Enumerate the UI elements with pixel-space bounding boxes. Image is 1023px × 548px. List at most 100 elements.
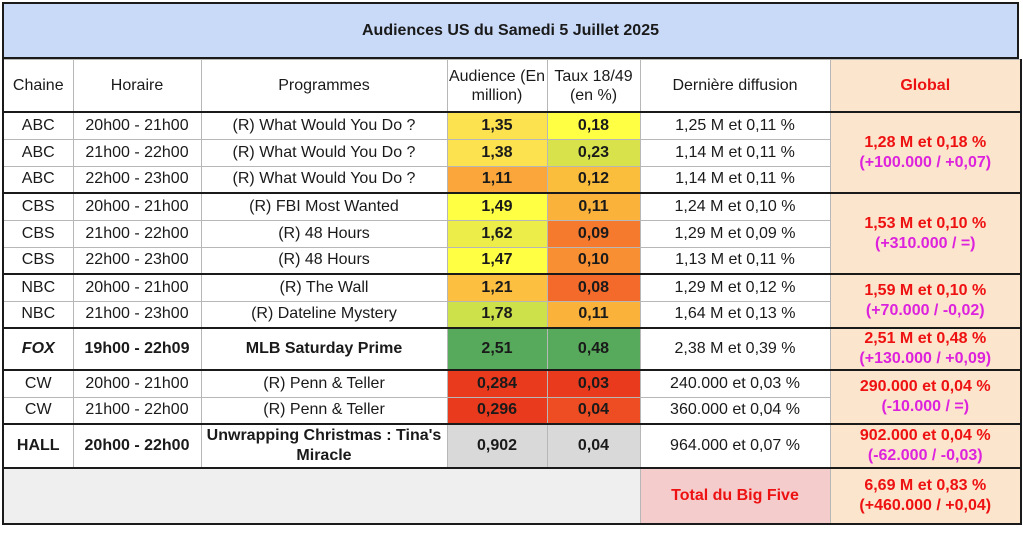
program-cell: Unwrapping Christmas : Tina's Miracle — [200, 423, 448, 469]
col-header-audience: Audience (En million) — [446, 59, 548, 113]
timeslot-cell: 21h00 - 22h00 — [72, 396, 202, 425]
timeslot-cell: 20h00 - 21h00 — [72, 273, 202, 302]
ratings-table: Chaine Horaire Programmes Audience (En m… — [2, 59, 1022, 525]
global-main: 290.000 et 0,04 % — [859, 378, 991, 395]
timeslot-cell: 21h00 - 22h00 — [72, 219, 202, 248]
audience-cell: 1,21 — [446, 273, 548, 302]
table-row: ABC 20h00 - 21h00 (R) What Would You Do ? 1… — [2, 111, 1022, 194]
last-airing-cell: 1,29 M et 0,12 % — [639, 273, 831, 302]
audience-cell: 1,38 — [446, 138, 548, 167]
global-cell: 902.000 et 0,04 % (-62.000 / -0,03) — [829, 423, 1022, 469]
last-airing-cell: 240.000 et 0,03 % — [639, 369, 831, 398]
table-row: CBS 21h00 - 22h00 (R) 48 Hours 1,62 0,09 1,29… — [2, 219, 1021, 248]
rating-cell: 0,18 — [546, 111, 641, 140]
empty-total-area — [2, 467, 641, 525]
timeslot-cell: 20h00 - 21h00 — [72, 111, 202, 140]
channel-cell: ABC — [2, 111, 74, 140]
program-cell: (R) The Wall — [200, 273, 448, 302]
global-change: (+100.000 / +0,07) — [859, 153, 992, 171]
global-main: 1,53 M et 0,10 % — [864, 214, 987, 232]
col-header-programmes: Programmes — [200, 59, 448, 113]
program-cell: (R) Penn & Teller — [200, 369, 448, 398]
global-cell: 1,28 M et 0,18 % (+100.000 / +0,07) — [829, 111, 1022, 194]
audience-cell: 2,51 — [446, 327, 548, 371]
audience-cell: 1,47 — [446, 246, 548, 275]
channel-cell: CBS — [2, 246, 74, 275]
last-airing-cell: 964.000 et 0,07 % — [639, 423, 831, 469]
last-airing-cell: 2,38 M et 0,39 % — [639, 327, 831, 371]
sheet-title: Audiences US du Samedi 5 Juillet 2025 — [2, 2, 1019, 59]
table-row: NBC 20h00 - 21h00 (R) The Wall 1,21 0,08 1,29… — [2, 273, 1022, 329]
audience-cell: 1,11 — [446, 165, 548, 194]
timeslot-cell: 20h00 - 22h00 — [72, 423, 202, 469]
col-header-horaire: Horaire — [72, 59, 202, 113]
program-cell: (R) 48 Hours — [200, 246, 448, 275]
program-cell: (R) Dateline Mystery — [200, 300, 448, 329]
last-airing-cell: 1,14 M et 0,11 % — [639, 138, 831, 167]
global-cell: 2,51 M et 0,48 % (+130.000 / +0,09) — [829, 327, 1022, 371]
audience-cell: 0,296 — [446, 396, 548, 425]
audience-cell: 0,902 — [446, 423, 548, 469]
rating-cell: 0,12 — [546, 165, 641, 194]
program-cell: (R) Penn & Teller — [200, 396, 448, 425]
timeslot-cell: 22h00 - 23h00 — [72, 165, 202, 194]
rating-cell: 0,48 — [546, 327, 641, 371]
channel-cell: ABC — [2, 138, 74, 167]
total-row: Total du Big Five 6,69 M et 0,83 % (+460.0… — [2, 467, 1022, 525]
last-airing-cell: 1,29 M et 0,09 % — [639, 219, 831, 248]
rating-cell: 0,11 — [546, 300, 641, 329]
total-label: Total du Big Five — [639, 467, 831, 525]
global-cell: 290.000 et 0,04 % (-10.000 / =) — [829, 369, 1022, 425]
program-cell: (R) What Would You Do ? — [200, 165, 448, 194]
rating-cell: 0,08 — [546, 273, 641, 302]
rating-cell: 0,04 — [546, 396, 641, 425]
channel-cell: NBC — [2, 300, 74, 329]
col-header-taux: Taux 18/49 (en %) — [546, 59, 641, 113]
rating-cell: 0,04 — [546, 423, 641, 469]
total-change: (+460.000 / +0,04) — [859, 497, 992, 514]
timeslot-cell: 20h00 - 21h00 — [72, 192, 202, 221]
global-main: 902.000 et 0,04 % — [859, 427, 991, 444]
global-change: (+70.000 / -0,02) — [865, 302, 985, 319]
global-main: 2,51 M et 0,48 % — [864, 330, 987, 347]
table-row: CW 20h00 - 21h00 (R) Penn & Teller 0,284 0,0… — [2, 369, 1022, 425]
table-row: FOX 19h00 - 22h09 MLB Saturday Prime 2,51 0,… — [2, 327, 1022, 371]
audience-cell: 1,78 — [446, 300, 548, 329]
channel-cell: CBS — [2, 192, 74, 221]
global-main: 1,59 M et 0,10 % — [864, 282, 987, 299]
program-cell: (R) FBI Most Wanted — [200, 192, 448, 221]
program-cell: MLB Saturday Prime — [200, 327, 448, 371]
program-cell: (R) What Would You Do ? — [200, 138, 448, 167]
table-row: CBS 22h00 - 23h00 (R) 48 Hours 1,47 0,10 1,13… — [2, 246, 1021, 275]
rating-cell: 0,11 — [546, 192, 641, 221]
table-row: ABC 21h00 - 22h00 (R) What Would You Do ? 1… — [2, 138, 1021, 167]
global-change: (+130.000 / +0,09) — [859, 350, 992, 367]
audience-cell: 1,35 — [446, 111, 548, 140]
timeslot-cell: 21h00 - 23h00 — [72, 300, 202, 329]
global-change: (-62.000 / -0,03) — [867, 447, 983, 464]
channel-cell: ABC — [2, 165, 74, 194]
program-cell: (R) What Would You Do ? — [200, 111, 448, 140]
program-cell: (R) 48 Hours — [200, 219, 448, 248]
total-value-cell: 6,69 M et 0,83 % (+460.000 / +0,04) — [829, 467, 1022, 525]
global-cell: 1,53 M et 0,10 % (+310.000 / =) — [829, 192, 1022, 275]
timeslot-cell: 22h00 - 23h00 — [72, 246, 202, 275]
channel-cell: CW — [2, 396, 74, 425]
header-row: Chaine Horaire Programmes Audience (En m… — [2, 59, 1022, 113]
table-row: CBS 20h00 - 21h00 (R) FBI Most Wanted 1,49 0… — [2, 192, 1022, 275]
global-cell: 1,59 M et 0,10 % (+70.000 / -0,02) — [829, 273, 1022, 329]
audience-cell: 1,62 — [446, 219, 548, 248]
table-row: CW 21h00 - 22h00 (R) Penn & Teller 0,296 0,0… — [2, 396, 1021, 425]
global-change: (-10.000 / =) — [881, 398, 970, 415]
last-airing-cell: 1,13 M et 0,11 % — [639, 246, 831, 275]
audience-cell: 1,49 — [446, 192, 548, 221]
timeslot-cell: 20h00 - 21h00 — [72, 369, 202, 398]
col-header-global: Global — [829, 59, 1022, 113]
channel-cell: FOX — [2, 327, 74, 371]
rating-cell: 0,09 — [546, 219, 641, 248]
col-header-derniere: Dernière diffusion — [639, 59, 831, 113]
last-airing-cell: 1,64 M et 0,13 % — [639, 300, 831, 329]
channel-cell: HALL — [2, 423, 74, 469]
last-airing-cell: 1,24 M et 0,10 % — [639, 192, 831, 221]
last-airing-cell: 1,14 M et 0,11 % — [639, 165, 831, 194]
